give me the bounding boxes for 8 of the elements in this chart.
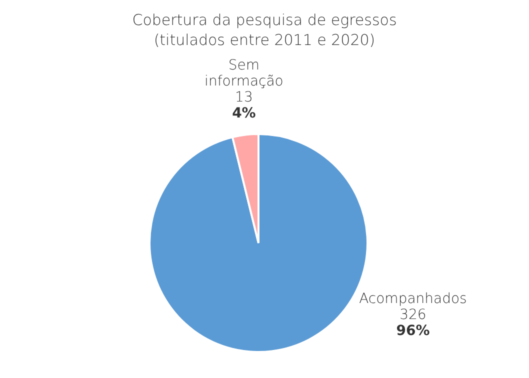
text: 4% [232,106,256,122]
slice-label: Sem informação [204,58,284,90]
text: 96% [396,322,430,339]
data-label: 13 [235,90,253,106]
slice-label: Acompanhados [359,290,467,307]
chart-title: Cobertura da pesquisa de egressos [131,10,398,30]
data-label: 326 [400,306,426,323]
chart-subtitle: (titulados entre 2011 e 2020) [152,30,376,50]
